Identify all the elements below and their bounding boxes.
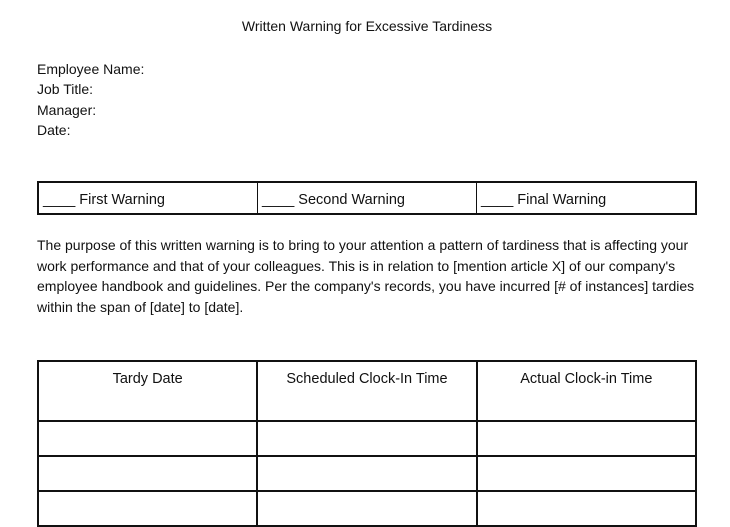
second-warning-option: ____ Second Warning — [258, 183, 477, 213]
document-title: Written Warning for Excessive Tardiness — [241, 18, 493, 34]
job-title-label: Job Title: — [37, 81, 94, 98]
table-cell — [256, 455, 478, 492]
header-tardy-date: Tardy Date — [36, 360, 259, 422]
final-warning-option: ____ Final Warning — [481, 192, 607, 208]
table-cell — [256, 490, 478, 527]
table-cell — [36, 455, 259, 492]
table-cell — [256, 420, 478, 457]
warning-level-table: ____ First Warning ____ Second Warning _… — [37, 181, 697, 215]
header-scheduled-time: Scheduled Clock-In Time — [256, 360, 478, 422]
manager-label: Manager: — [37, 101, 97, 118]
employee-info-fields: Employee Name: Job Title: Manager: Date: — [37, 59, 144, 140]
employee-name-label: Employee Name: — [37, 61, 145, 77]
purpose-paragraph: The purpose of this written warning is t… — [37, 237, 695, 316]
table-cell — [475, 490, 698, 527]
date-label: Date: — [37, 121, 71, 138]
first-warning-option: ____ First Warning — [39, 183, 258, 213]
table-row — [36, 420, 698, 457]
table-header-row: Tardy Date Scheduled Clock-In Time Actua… — [36, 360, 698, 422]
table-cell — [36, 490, 259, 527]
table-row — [36, 455, 698, 492]
table-cell — [475, 455, 698, 492]
table-cell — [36, 420, 259, 457]
table-cell — [475, 420, 698, 457]
header-actual-time: Actual Clock-in Time — [475, 360, 698, 422]
table-row — [36, 490, 698, 527]
